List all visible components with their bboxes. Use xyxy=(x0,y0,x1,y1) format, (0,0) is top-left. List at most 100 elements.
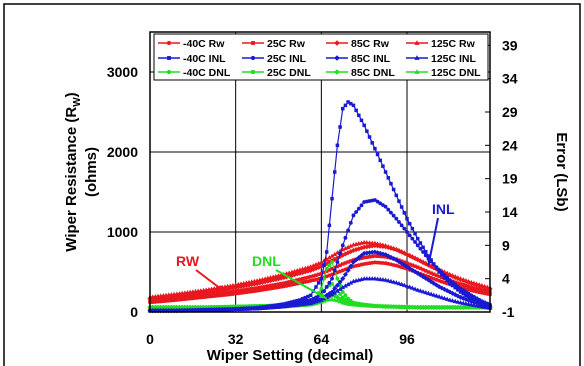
point-125c-rw xyxy=(420,259,426,264)
point-40c-inl xyxy=(442,275,447,280)
point-40c-inl xyxy=(249,306,254,311)
point-25c-rw xyxy=(287,280,291,284)
point-125c-inl xyxy=(444,296,450,301)
point-25c-rw xyxy=(367,255,372,259)
point-125c-inl xyxy=(417,288,423,293)
legend-label: 125C INL xyxy=(431,53,477,65)
point-25c-rw xyxy=(268,283,273,288)
point-125c-rw xyxy=(417,257,423,263)
point-125c-rw xyxy=(463,278,469,283)
point-85c-inl xyxy=(377,250,383,256)
legend-item-40c-dnl: -40C DNL xyxy=(158,67,231,79)
legend-marker xyxy=(167,56,171,60)
point-40c-inl xyxy=(177,308,182,313)
point-40c-inl xyxy=(367,135,372,139)
point-125c-inl xyxy=(383,277,388,282)
point-25c-inl xyxy=(332,268,337,273)
point-25c-rw xyxy=(228,290,233,294)
point-25c-rw xyxy=(225,290,230,295)
point-40c-inl xyxy=(274,303,278,307)
point-40c-inl xyxy=(426,254,431,258)
point-40c-inl xyxy=(319,276,324,281)
y-axis-title-line2: (ohms) xyxy=(83,147,100,197)
point-25c-rw xyxy=(308,275,313,279)
point-125c-rw xyxy=(332,251,338,257)
x-tick-label: 64 xyxy=(314,331,330,347)
point-40c-inl xyxy=(357,113,361,118)
point-125c-inl xyxy=(434,293,439,298)
point-40c-inl xyxy=(330,196,334,201)
point-25c-rw xyxy=(472,286,476,290)
point-40c-inl xyxy=(207,308,211,312)
point-40c-inl xyxy=(327,223,332,228)
point-25c-rw xyxy=(201,293,206,297)
point-40c-inl xyxy=(292,299,297,304)
point-40c-inl xyxy=(349,101,353,106)
point-40c-inl xyxy=(172,308,176,313)
point-40c-inl xyxy=(199,308,203,312)
point-25c-rw xyxy=(338,263,342,267)
point-25c-rw xyxy=(212,292,217,296)
point-40c-inl xyxy=(386,176,391,180)
point-40c-inl xyxy=(252,306,257,310)
point-40c-inl xyxy=(169,308,174,313)
point-25c-inl xyxy=(340,243,345,248)
point-25c-rw xyxy=(346,260,350,264)
point-25c-rw xyxy=(241,288,246,292)
x-axis-ticks: 0 32 64 96 xyxy=(146,331,415,347)
legend-marker xyxy=(414,40,420,45)
plot-area-frame xyxy=(149,31,491,313)
point-40c-inl xyxy=(220,307,225,312)
point-25c-rw xyxy=(244,287,249,292)
point-125c-inl xyxy=(393,280,399,285)
point-85c-inl xyxy=(342,271,348,278)
point-125c-rw xyxy=(343,245,348,251)
point-25c-inl xyxy=(330,276,334,281)
annotation-arrow xyxy=(427,217,439,266)
point-25c-rw xyxy=(423,269,428,273)
legend-item-125c-dnl: 125C DNL xyxy=(406,67,481,79)
point-40c-inl xyxy=(255,306,259,310)
point-40c-inl xyxy=(378,158,382,163)
point-25c-rw xyxy=(279,281,283,286)
legend-box xyxy=(153,33,489,81)
point-25c-rw xyxy=(434,273,439,278)
point-25c-rw xyxy=(378,254,382,259)
point-40c-inl xyxy=(276,303,281,307)
point-85c-inl xyxy=(348,263,354,269)
point-125c-rw xyxy=(399,249,405,254)
point-40c-inl xyxy=(466,295,471,299)
point-40c-inl xyxy=(239,307,243,311)
point-125c-inl xyxy=(391,279,397,284)
point-125c-dnl xyxy=(340,300,346,305)
point-25c-inl xyxy=(391,213,396,218)
point-125c-inl xyxy=(335,288,340,293)
point-40c-inl xyxy=(279,302,283,307)
legend-marker xyxy=(334,55,340,61)
point-25c-rw xyxy=(306,275,310,280)
point-25c-rw xyxy=(188,295,192,299)
point-25c-rw xyxy=(485,289,490,294)
point-25c-rw xyxy=(276,282,281,286)
point-25c-rw xyxy=(223,290,227,295)
annotation-inl: INL xyxy=(426,201,455,266)
y2-axis-title: Error (LSb) xyxy=(553,132,570,211)
point-25c-inl xyxy=(399,223,404,228)
y-axis-title-close: ) xyxy=(63,92,80,97)
point-25c-inl xyxy=(338,251,342,256)
point-25c-rw xyxy=(407,262,412,266)
legend-items: -40C Rw 25C Rw 85C Rw 125C Rw -40C INL 25C IN… xyxy=(158,38,481,79)
point-40c-inl xyxy=(365,129,369,133)
point-125c-rw xyxy=(326,255,332,260)
point-125c-inl xyxy=(452,298,458,304)
point-25c-dnl xyxy=(327,283,332,288)
point-85c-inl xyxy=(334,282,340,288)
point-25c-inl xyxy=(346,228,351,233)
point-125c-rw xyxy=(375,241,380,246)
point-125c-rw xyxy=(450,272,455,278)
point-25c-rw xyxy=(239,288,243,293)
point-125c-rw xyxy=(409,254,415,259)
point-25c-rw xyxy=(193,294,198,298)
point-125c-rw xyxy=(476,282,482,287)
point-125c-rw xyxy=(423,260,429,265)
